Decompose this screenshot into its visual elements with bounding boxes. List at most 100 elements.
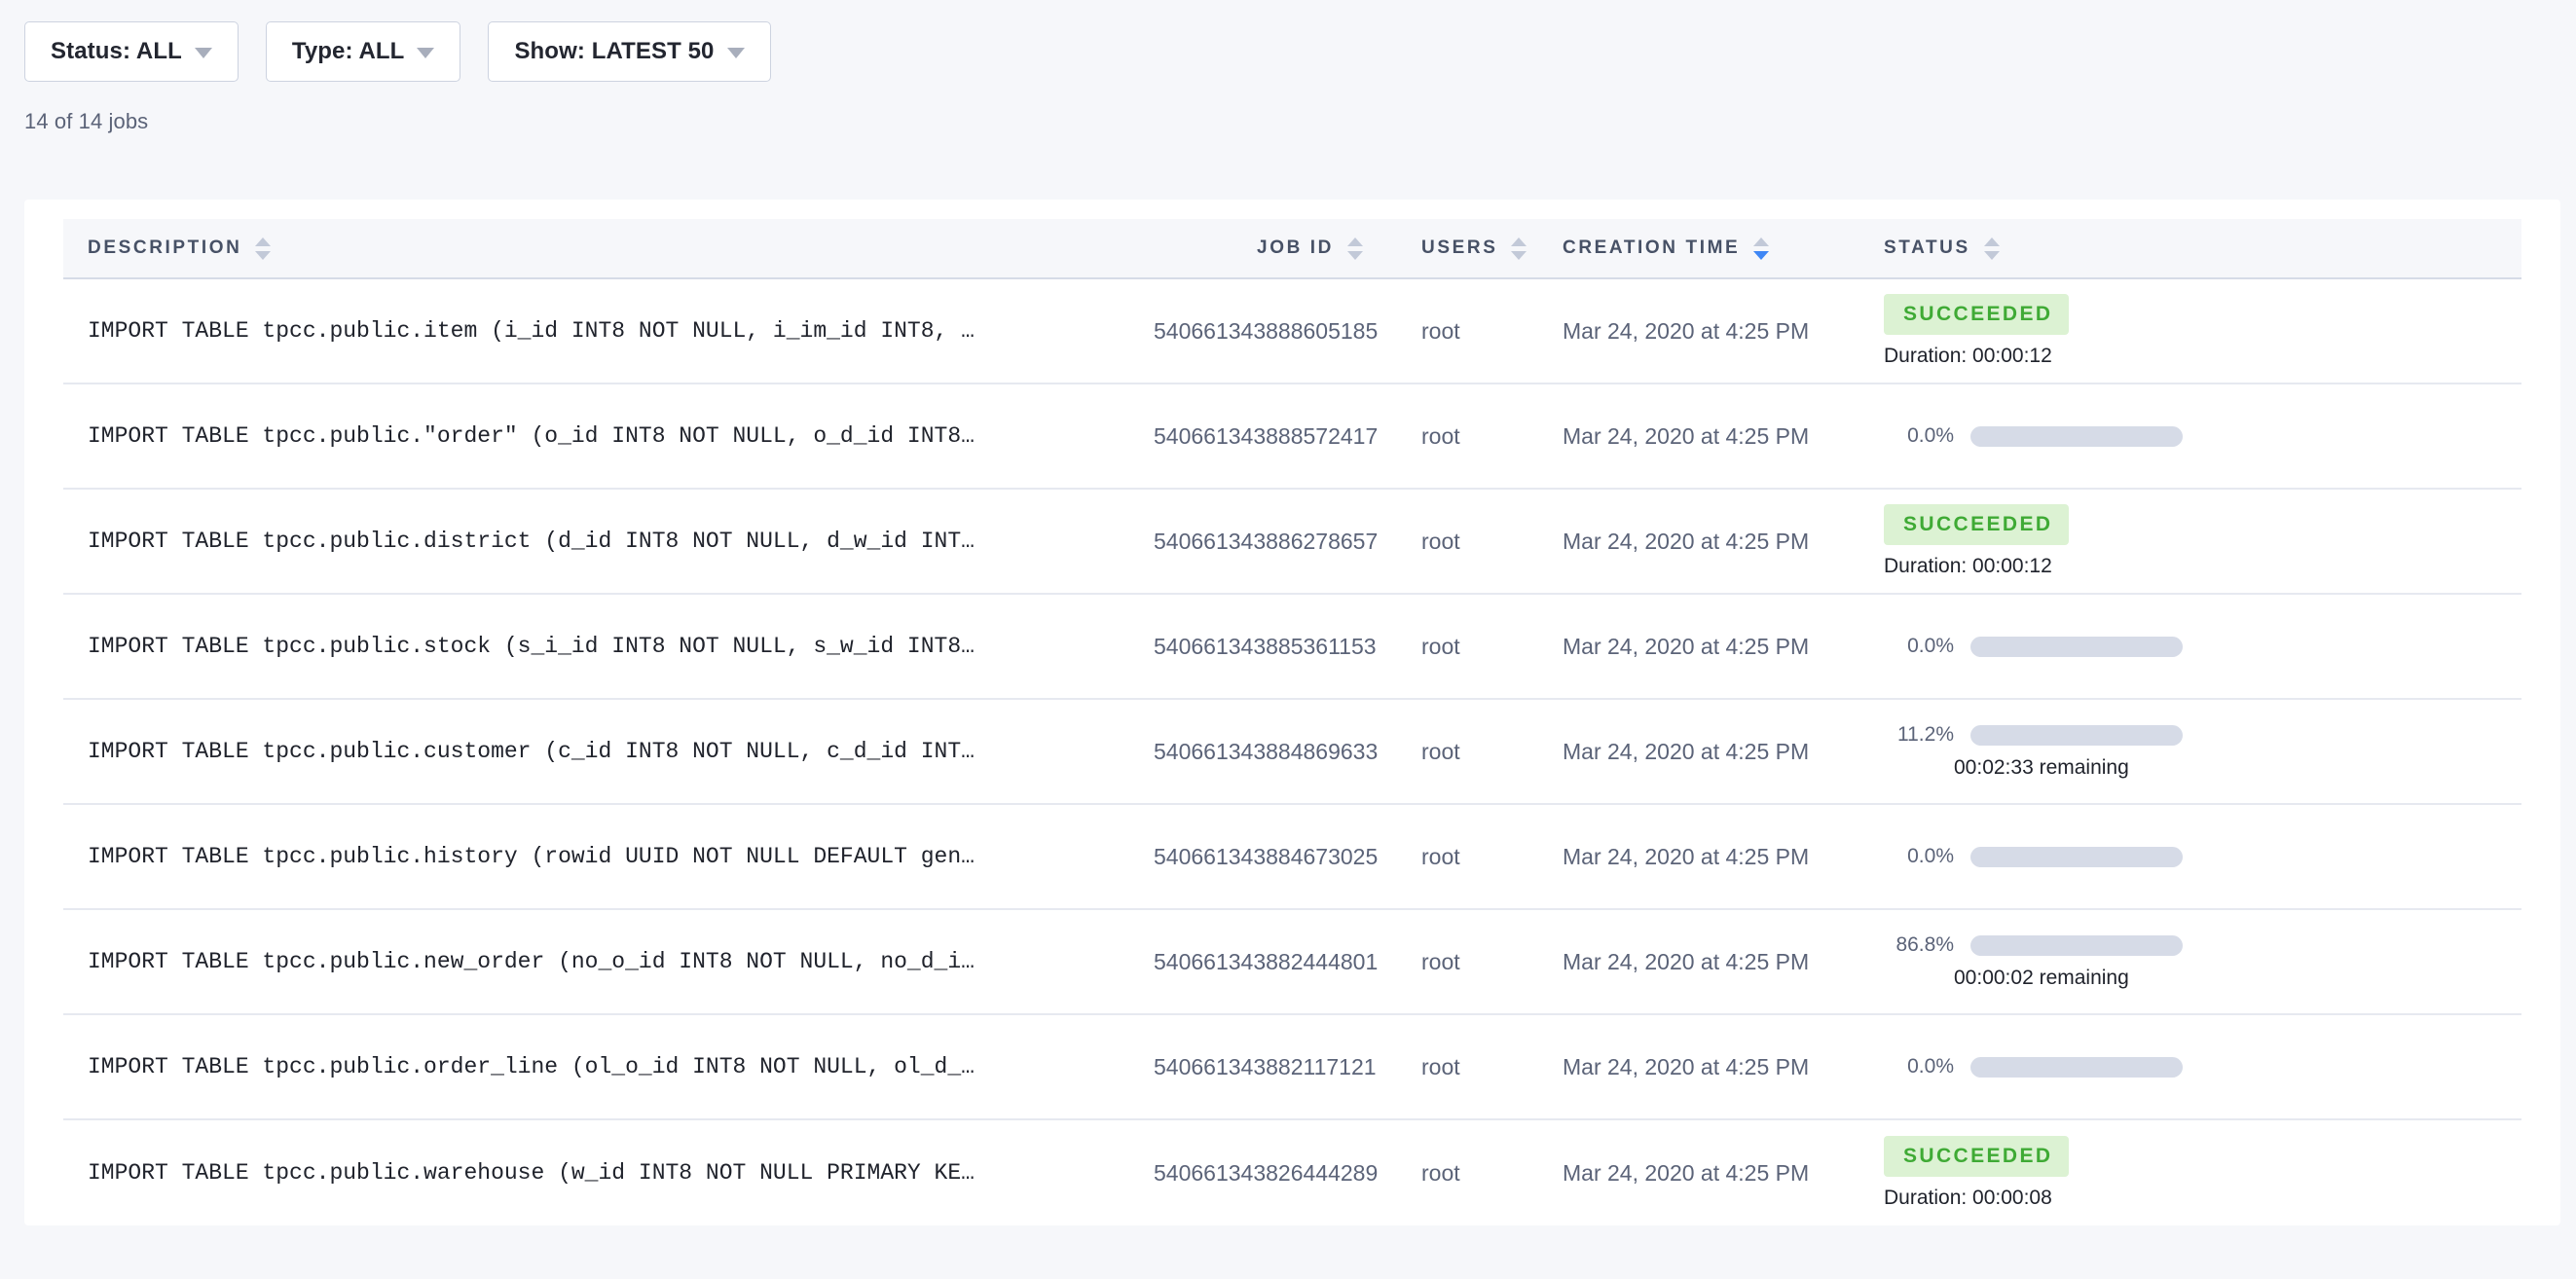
cell-job-id[interactable]: 540661343886278657 — [1154, 528, 1379, 554]
progress-percent-label: 11.2% — [1897, 723, 1954, 746]
table-row: IMPORT TABLE tpcc.public.order_line (ol_… — [63, 1015, 2521, 1120]
jobs-table-card: DESCRIPTION JOB ID USERS — [24, 200, 2560, 1225]
chevron-down-icon — [726, 48, 745, 58]
sort-ascending-icon — [1753, 237, 1770, 246]
column-header-job-id-label: JOB ID — [1257, 238, 1334, 258]
cell-user: root — [1421, 317, 1460, 344]
table-row: IMPORT TABLE tpcc.public.district (d_id … — [63, 490, 2521, 595]
cell-user: root — [1421, 1159, 1460, 1186]
cell-creation-time: Mar 24, 2020 at 4:25 PM — [1563, 528, 1810, 554]
table-row: IMPORT TABLE tpcc.public.history (rowid … — [63, 805, 2521, 910]
status-badge: SUCCEEDED — [1884, 504, 2070, 545]
jobs-table-body: IMPORT TABLE tpcc.public.item (i_id INT8… — [24, 279, 2560, 1225]
type-filter[interactable]: Type: ALL — [265, 21, 461, 82]
cell-creation-time: Mar 24, 2020 at 4:25 PM — [1563, 1053, 1810, 1079]
column-header-status[interactable]: STATUS — [1825, 237, 2079, 260]
cell-description: IMPORT TABLE tpcc.public."order" (o_id I… — [88, 423, 975, 449]
status-badge: SUCCEEDED — [1884, 294, 2070, 335]
time-remaining-label: 00:00:02 remaining — [1954, 967, 2129, 989]
column-header-creation-time[interactable]: CREATION TIME — [1504, 237, 1825, 260]
table-row: IMPORT TABLE tpcc.public.new_order (no_o… — [63, 910, 2521, 1015]
sort-descending-icon — [1753, 250, 1770, 260]
cell-job-id[interactable]: 540661343888572417 — [1154, 422, 1379, 449]
progress-percent-label: 0.0% — [1907, 1055, 1954, 1078]
sort-descending-icon — [1347, 250, 1363, 260]
sort-ascending-icon — [255, 237, 272, 246]
progress-bar-track — [1970, 425, 2183, 447]
status-badge: SUCCEEDED — [1884, 1136, 2070, 1177]
cell-status: SUCCEEDED Duration: 00:00:12 — [1825, 504, 2312, 578]
cell-description: IMPORT TABLE tpcc.public.district (d_id … — [88, 529, 975, 554]
table-row: IMPORT TABLE tpcc.public.customer (c_id … — [63, 700, 2521, 805]
cell-user: root — [1421, 422, 1460, 449]
sort-toggle-status[interactable] — [1983, 237, 2000, 260]
progress-bar-track — [1970, 724, 2183, 746]
column-header-users-label: USERS — [1421, 238, 1498, 258]
job-progress: 0.0% — [1884, 424, 2183, 448]
cell-creation-time: Mar 24, 2020 at 4:25 PM — [1563, 843, 1810, 869]
cell-creation-time: Mar 24, 2020 at 4:25 PM — [1563, 1159, 1810, 1186]
cell-job-id[interactable]: 540661343882117121 — [1154, 1053, 1377, 1079]
sort-ascending-icon — [1983, 237, 2000, 246]
table-header-row: DESCRIPTION JOB ID USERS — [63, 219, 2521, 279]
column-header-description-label: DESCRIPTION — [88, 238, 242, 258]
sort-ascending-icon — [1511, 237, 1527, 246]
column-header-users[interactable]: USERS — [1363, 237, 1527, 260]
sort-toggle-job-id[interactable] — [1347, 237, 1363, 260]
cell-description: IMPORT TABLE tpcc.public.order_line (ol_… — [88, 1054, 975, 1079]
sort-descending-icon — [1511, 250, 1527, 260]
cell-status: 0.0% — [1825, 845, 2312, 868]
sort-toggle-users[interactable] — [1511, 237, 1527, 260]
job-progress: 86.8% — [1884, 933, 2183, 957]
cell-description: IMPORT TABLE tpcc.public.stock (s_i_id I… — [88, 634, 975, 659]
cell-creation-time: Mar 24, 2020 at 4:25 PM — [1563, 948, 1810, 974]
table-row: IMPORT TABLE tpcc.public.stock (s_i_id I… — [63, 595, 2521, 700]
cell-status: 11.2% 00:02:33 remaining — [1825, 723, 2312, 780]
job-duration-label: Duration: 00:00:12 — [1884, 345, 2052, 367]
cell-status: SUCCEEDED Duration: 00:00:08 — [1825, 1136, 2312, 1210]
sort-toggle-description[interactable] — [255, 237, 272, 260]
cell-status: 0.0% — [1825, 635, 2312, 658]
job-progress: 0.0% — [1884, 845, 2183, 868]
table-row: IMPORT TABLE tpcc.public.warehouse (w_id… — [63, 1120, 2521, 1225]
sort-descending-icon — [1983, 250, 2000, 260]
cell-user: root — [1421, 1053, 1460, 1079]
cell-job-id[interactable]: 540661343888605185 — [1154, 317, 1379, 344]
cell-job-id[interactable]: 540661343885361153 — [1154, 633, 1377, 659]
column-header-job-id[interactable]: JOB ID — [1154, 237, 1363, 260]
job-progress: 11.2% — [1884, 723, 2183, 747]
cell-status: 86.8% 00:00:02 remaining — [1825, 933, 2312, 990]
progress-bar-track — [1970, 934, 2183, 956]
column-header-status-label: STATUS — [1884, 238, 1970, 258]
table-row: IMPORT TABLE tpcc.public.item (i_id INT8… — [63, 279, 2521, 384]
job-duration-label: Duration: 00:00:12 — [1884, 555, 2052, 577]
cell-creation-time: Mar 24, 2020 at 4:25 PM — [1563, 633, 1810, 659]
progress-percent-label: 0.0% — [1907, 845, 1954, 867]
chevron-down-icon — [417, 48, 435, 58]
cell-description: IMPORT TABLE tpcc.public.customer (c_id … — [88, 739, 975, 764]
cell-creation-time: Mar 24, 2020 at 4:25 PM — [1563, 317, 1810, 344]
cell-user: root — [1421, 633, 1460, 659]
sort-descending-icon — [255, 250, 272, 260]
cell-job-id[interactable]: 540661343882444801 — [1154, 948, 1379, 974]
chevron-down-icon — [194, 48, 212, 58]
job-progress: 0.0% — [1884, 1055, 2183, 1078]
sort-toggle-creation-time[interactable] — [1753, 237, 1770, 260]
job-duration-label: Duration: 00:00:08 — [1884, 1187, 2052, 1209]
progress-bar-track — [1970, 846, 2183, 867]
status-filter[interactable]: Status: ALL — [24, 21, 239, 82]
column-header-description[interactable]: DESCRIPTION — [63, 237, 1154, 260]
job-count-label: 14 of 14 jobs — [24, 109, 149, 133]
column-header-creation-time-label: CREATION TIME — [1563, 238, 1741, 258]
cell-job-id[interactable]: 540661343884869633 — [1154, 738, 1379, 764]
cell-description: IMPORT TABLE tpcc.public.warehouse (w_id… — [88, 1160, 975, 1186]
cell-user: root — [1421, 843, 1460, 869]
status-filter-label: Status: ALL — [51, 38, 182, 64]
cell-description: IMPORT TABLE tpcc.public.history (rowid … — [88, 844, 975, 869]
cell-creation-time: Mar 24, 2020 at 4:25 PM — [1563, 422, 1810, 449]
cell-job-id[interactable]: 540661343884673025 — [1154, 843, 1379, 869]
show-filter[interactable]: Show: LATEST 50 — [488, 21, 771, 82]
cell-job-id[interactable]: 540661343826444289 — [1154, 1159, 1379, 1186]
sort-ascending-icon — [1347, 237, 1363, 246]
